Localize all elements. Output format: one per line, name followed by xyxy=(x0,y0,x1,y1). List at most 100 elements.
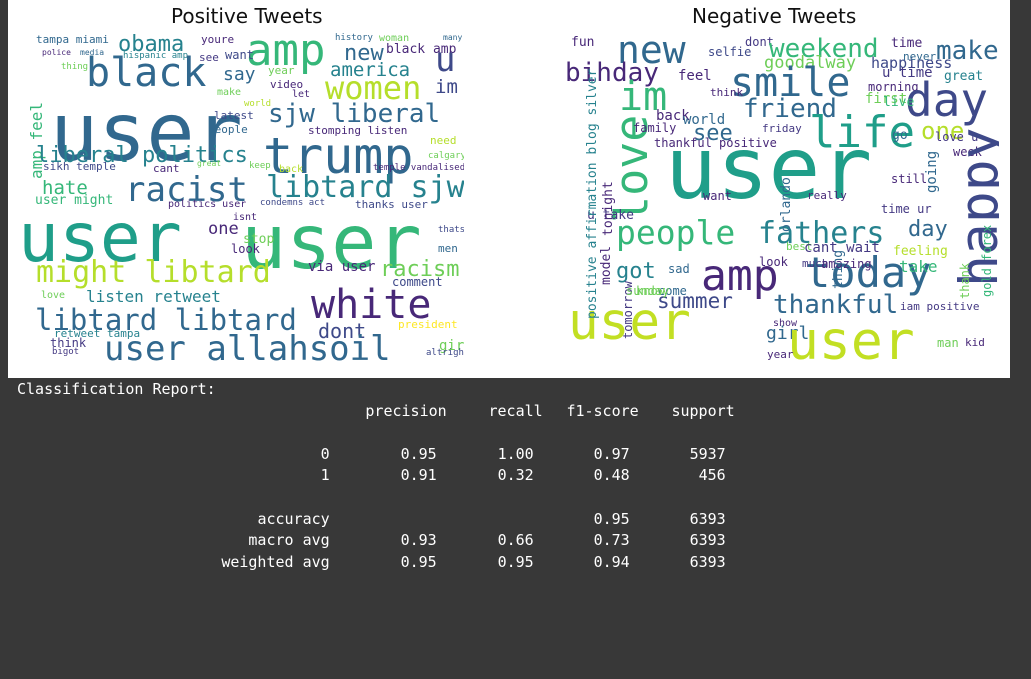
positive-word: liberal politics xyxy=(36,143,248,168)
report-row-class-1: 1 0.91 0.32 0.48 456 xyxy=(17,466,726,488)
positive-word: make xyxy=(217,87,242,98)
negative-word: bihday xyxy=(565,58,659,88)
positive-word: video xyxy=(270,78,304,91)
negative-word: model xyxy=(599,245,614,285)
negative-word: new xyxy=(617,33,686,72)
positive-word: president xyxy=(398,318,458,331)
negative-word: feeling xyxy=(893,244,948,259)
row-recall: 0.66 xyxy=(497,531,534,550)
negative-word: family xyxy=(633,121,677,135)
negative-word: user xyxy=(665,119,873,219)
negative-word: im xyxy=(619,74,668,120)
positive-word: might libtard xyxy=(36,255,271,290)
negative-word: u take xyxy=(587,208,634,223)
negative-tweets-title: Negative Tweets xyxy=(692,4,857,28)
negative-word: go xyxy=(892,128,908,143)
negative-word: going xyxy=(924,150,940,193)
positive-word: condemns act xyxy=(260,198,326,208)
row-precision: 0.95 xyxy=(400,552,437,571)
row-label: accuracy xyxy=(257,509,330,528)
positive-word: sikh temple xyxy=(43,160,116,173)
positive-word: need xyxy=(430,134,457,147)
positive-word: want xyxy=(225,48,254,62)
positive-word: let xyxy=(292,89,311,100)
blank-line xyxy=(17,488,216,510)
row-recall: 0.32 xyxy=(497,466,534,485)
negative-word: love u xyxy=(935,130,979,144)
negative-word: know xyxy=(636,284,665,298)
positive-word: world xyxy=(244,99,272,109)
row-f1: 0.73 xyxy=(593,531,630,550)
negative-word: sad xyxy=(668,262,690,276)
positive-word: isnt xyxy=(233,212,258,223)
positive-word: thats xyxy=(438,225,464,235)
negative-word: day xyxy=(908,217,948,242)
negative-word: live xyxy=(883,95,915,110)
negative-word: time xyxy=(891,36,923,51)
negative-wordcloud: fun new dont weekend time make selfie happiness… xyxy=(553,33,999,366)
positive-word: im xyxy=(435,76,458,98)
negative-word: thankful xyxy=(773,290,899,320)
negative-word: make xyxy=(936,36,999,66)
positive-word: racist xyxy=(125,170,248,210)
negative-word: show xyxy=(773,318,798,329)
negative-word: thing xyxy=(831,249,846,289)
positive-word: amp xyxy=(246,33,326,76)
negative-word: dont xyxy=(745,35,774,49)
positive-word: police xyxy=(42,48,71,57)
row-recall: 1.00 xyxy=(497,444,534,463)
negative-word: friend xyxy=(743,94,837,124)
positive-word: great xyxy=(197,159,222,168)
negative-word: best xyxy=(786,240,813,253)
report-header-row: precision recall f1-score support xyxy=(17,402,734,424)
row-label: weighted avg xyxy=(221,552,330,571)
positive-word: black amp xyxy=(386,42,457,57)
negative-word: look xyxy=(759,255,788,269)
negative-word: today xyxy=(805,248,932,297)
negative-word: iam positive xyxy=(900,300,980,313)
negative-word: week xyxy=(953,145,982,159)
negative-word: one xyxy=(921,117,965,145)
positive-word: woman xyxy=(379,33,410,44)
negative-word: back xyxy=(656,108,690,124)
negative-word: amp xyxy=(701,251,779,301)
negative-word: day xyxy=(905,73,989,127)
positive-word: black xyxy=(86,50,207,96)
report-title: Classification Report: xyxy=(17,380,216,398)
negative-word: first xyxy=(865,91,908,107)
negative-word: tonight xyxy=(601,181,616,236)
header-recall: recall xyxy=(488,401,543,420)
negative-word: see xyxy=(693,121,733,146)
negative-word: still xyxy=(891,172,928,186)
negative-word: selfie xyxy=(708,45,752,59)
positive-word: stomping listen xyxy=(308,124,408,137)
wordcloud-figure: Positive Tweets tampa miami obama youre amp… xyxy=(8,0,1010,378)
positive-wordcloud: tampa miami obama youre amp history woman many… xyxy=(18,33,464,366)
negative-word: girl xyxy=(766,323,810,344)
positive-word: trump xyxy=(263,127,414,185)
positive-word: bigot xyxy=(52,347,80,357)
positive-word: user xyxy=(241,198,422,286)
positive-word: think xyxy=(50,336,87,350)
negative-word: year xyxy=(767,348,794,361)
positive-word: many xyxy=(443,33,463,42)
negative-word: thank xyxy=(958,262,972,299)
negative-word: time ur xyxy=(881,202,932,216)
positive-word: keep xyxy=(249,161,271,171)
header-f1-score: f1-score xyxy=(566,401,639,420)
negative-word: got xyxy=(616,259,656,284)
positive-word: media xyxy=(80,48,105,57)
negative-word: amazing xyxy=(821,257,872,271)
row-precision: 0.93 xyxy=(400,531,437,550)
row-support: 456 xyxy=(698,466,726,485)
row-f1: 0.97 xyxy=(593,444,630,463)
positive-word: comment xyxy=(392,275,443,289)
negative-word: much xyxy=(802,257,829,270)
negative-word: smile xyxy=(730,60,851,106)
row-recall: 0.95 xyxy=(497,552,534,571)
report-row-weighted-avg: weighted avg 0.95 0.95 0.94 6393 xyxy=(17,553,725,575)
row-precision: 0.91 xyxy=(400,466,437,485)
negative-word: friday xyxy=(762,122,802,135)
positive-word: racism xyxy=(380,257,460,282)
negative-word: happiness xyxy=(871,54,953,72)
